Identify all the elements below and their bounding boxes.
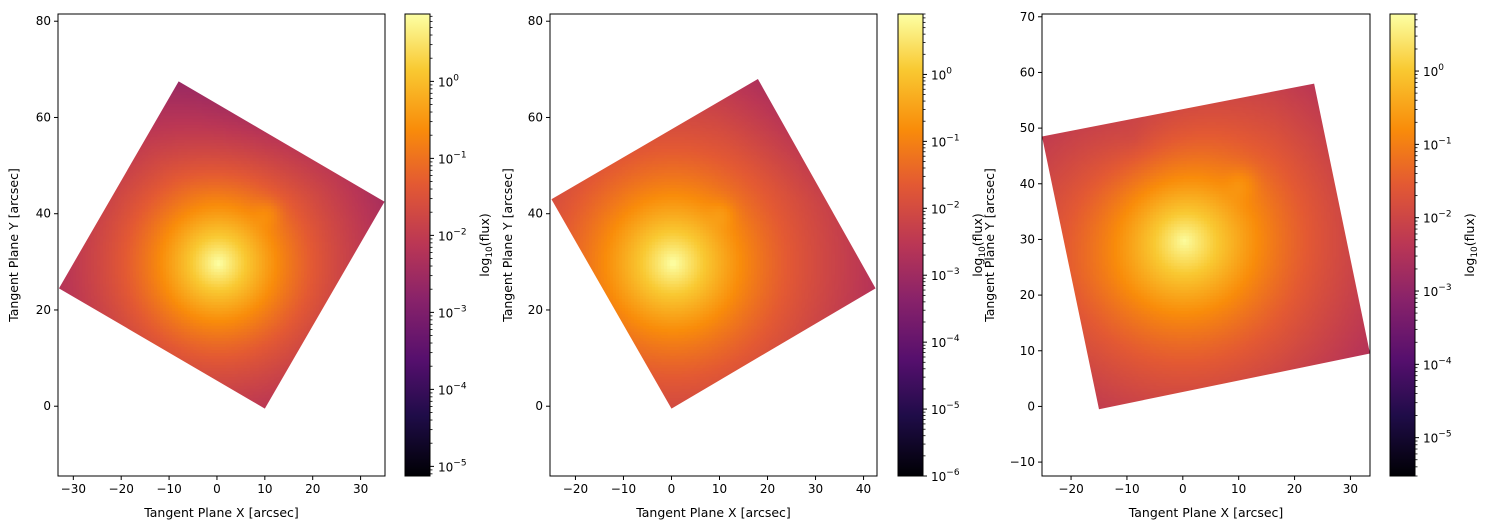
x-tick-label: 10: [1231, 482, 1246, 496]
colorbar-tick-label: 10−4: [1423, 356, 1452, 372]
heatmap-panel-2: −20 −10 0 10 20 30 40 0 20 40 60 80 Tangent Plane X …: [500, 13, 988, 520]
x-tick-label: 20: [305, 482, 320, 496]
colorbar-tick-label: 100: [1423, 63, 1444, 79]
y-tick-label: 60: [1020, 65, 1035, 79]
y-tick-label: −10: [1010, 455, 1035, 469]
axes-frame: [57, 13, 386, 477]
x-tick-label: −20: [563, 482, 588, 496]
colorbar-tick-label: 10−3: [931, 267, 960, 283]
y-tick-label: 0: [43, 399, 51, 413]
axes-frame: [1041, 13, 1371, 477]
colorbar-tick-label: 10−6: [931, 468, 960, 484]
colorbar-tick-label: 10−1: [438, 150, 467, 166]
colorbar-tick-label: 10−2: [438, 227, 467, 243]
colorbar: [1389, 13, 1416, 477]
colorbar-tick-label: 10−2: [1423, 210, 1452, 226]
x-tick-label: 40: [856, 482, 871, 496]
y-tick-label: 80: [528, 14, 543, 28]
x-tick-label: −10: [156, 482, 181, 496]
colorbar-tick-label: 10−2: [931, 200, 960, 216]
colorbar-tick-label: 100: [438, 73, 459, 89]
y-tick-label: 10: [1020, 344, 1035, 358]
y-tick-label: 80: [36, 14, 51, 28]
colorbar-tick-label: 10−3: [1423, 283, 1452, 299]
colorbar-tick-label: 10−5: [1423, 430, 1452, 446]
colorbar-tick-label: 10−4: [931, 334, 960, 350]
y-axis-label: Tangent Plane Y [arcsec]: [6, 168, 21, 323]
axes-frame: [549, 13, 878, 477]
colorbar-tick-label: 10−3: [438, 304, 467, 320]
colorbar-tick-label: 10−5: [931, 401, 960, 417]
colorbar-tick-label: 10−1: [931, 133, 960, 149]
flux-map: [551, 78, 876, 409]
heatmap-panel-1: −30 −20 −10 0 10 20 30 0 20 40 60 80 Tangent Plane X…: [6, 13, 495, 520]
x-tick-label: −30: [61, 482, 86, 496]
colorbar: [897, 13, 924, 477]
heatmap-panel-3: −20 −10 0 10 20 30 −10 0 10 20 30 40 50 60 70 Tangent P…: [982, 10, 1480, 520]
colorbar-label: log10(flux): [970, 213, 988, 276]
y-tick-label: 20: [528, 303, 543, 317]
x-tick-label: 0: [668, 482, 676, 496]
flux-map: [58, 81, 385, 409]
y-tick-label: 70: [1020, 10, 1035, 24]
x-tick-label: −10: [611, 482, 636, 496]
colorbar-label: log10(flux): [477, 213, 495, 276]
x-tick-label: 30: [353, 482, 368, 496]
x-axis-label: Tangent Plane X [arcsec]: [1128, 505, 1284, 520]
y-tick-label: 40: [36, 207, 51, 221]
x-tick-label: 30: [808, 482, 823, 496]
x-tick-label: 0: [1179, 482, 1187, 496]
y-tick-label: 20: [1020, 288, 1035, 302]
colorbar-tick-label: 100: [931, 66, 952, 82]
y-tick-label: 30: [1020, 232, 1035, 246]
x-tick-label: 10: [257, 482, 272, 496]
colorbar-tick-label: 10−4: [438, 381, 467, 397]
y-tick-label: 60: [36, 110, 51, 124]
y-tick-label: 20: [36, 303, 51, 317]
x-tick-label: −10: [1114, 482, 1139, 496]
y-axis-label: Tangent Plane Y [arcsec]: [500, 168, 515, 323]
x-tick-label: 0: [213, 482, 221, 496]
y-tick-label: 0: [1027, 399, 1035, 413]
flux-map: [1042, 83, 1370, 410]
colorbar-tick-label: 10−1: [1423, 136, 1452, 152]
x-tick-label: −20: [109, 482, 134, 496]
y-tick-label: 50: [1020, 121, 1035, 135]
colorbar-tick-label: 10−5: [438, 458, 467, 474]
x-tick-label: 10: [712, 482, 727, 496]
x-tick-label: −20: [1058, 482, 1083, 496]
colorbar-label: log10(flux): [1462, 213, 1480, 276]
x-tick-label: 20: [1287, 482, 1302, 496]
y-tick-label: 60: [528, 110, 543, 124]
y-tick-label: 40: [528, 207, 543, 221]
y-tick-label: 0: [535, 399, 543, 413]
x-axis-label: Tangent Plane X [arcsec]: [143, 505, 299, 520]
x-axis-label: Tangent Plane X [arcsec]: [635, 505, 791, 520]
x-tick-label: 30: [1343, 482, 1358, 496]
y-axis-label: Tangent Plane Y [arcsec]: [982, 168, 997, 323]
x-tick-label: 20: [760, 482, 775, 496]
y-tick-label: 40: [1020, 177, 1035, 191]
colorbar: [404, 13, 431, 477]
